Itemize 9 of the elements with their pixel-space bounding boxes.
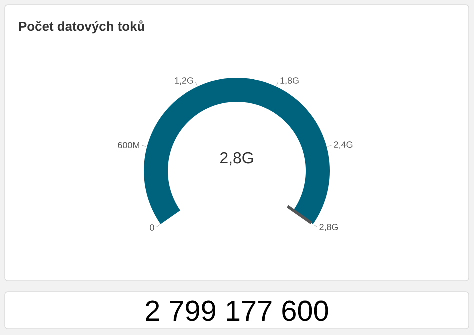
text: 1,8G [280, 78, 299, 85]
text: 600M [118, 142, 140, 149]
text: 0 [150, 224, 154, 231]
chart-title: Počet datových toků [19, 20, 144, 34]
text: 1,2G [175, 78, 194, 85]
text: 2,4G [334, 142, 353, 150]
text: 2 799 177 600 [146, 300, 328, 322]
text: 2,8G [220, 152, 254, 166]
text: 2,8G [320, 224, 338, 232]
